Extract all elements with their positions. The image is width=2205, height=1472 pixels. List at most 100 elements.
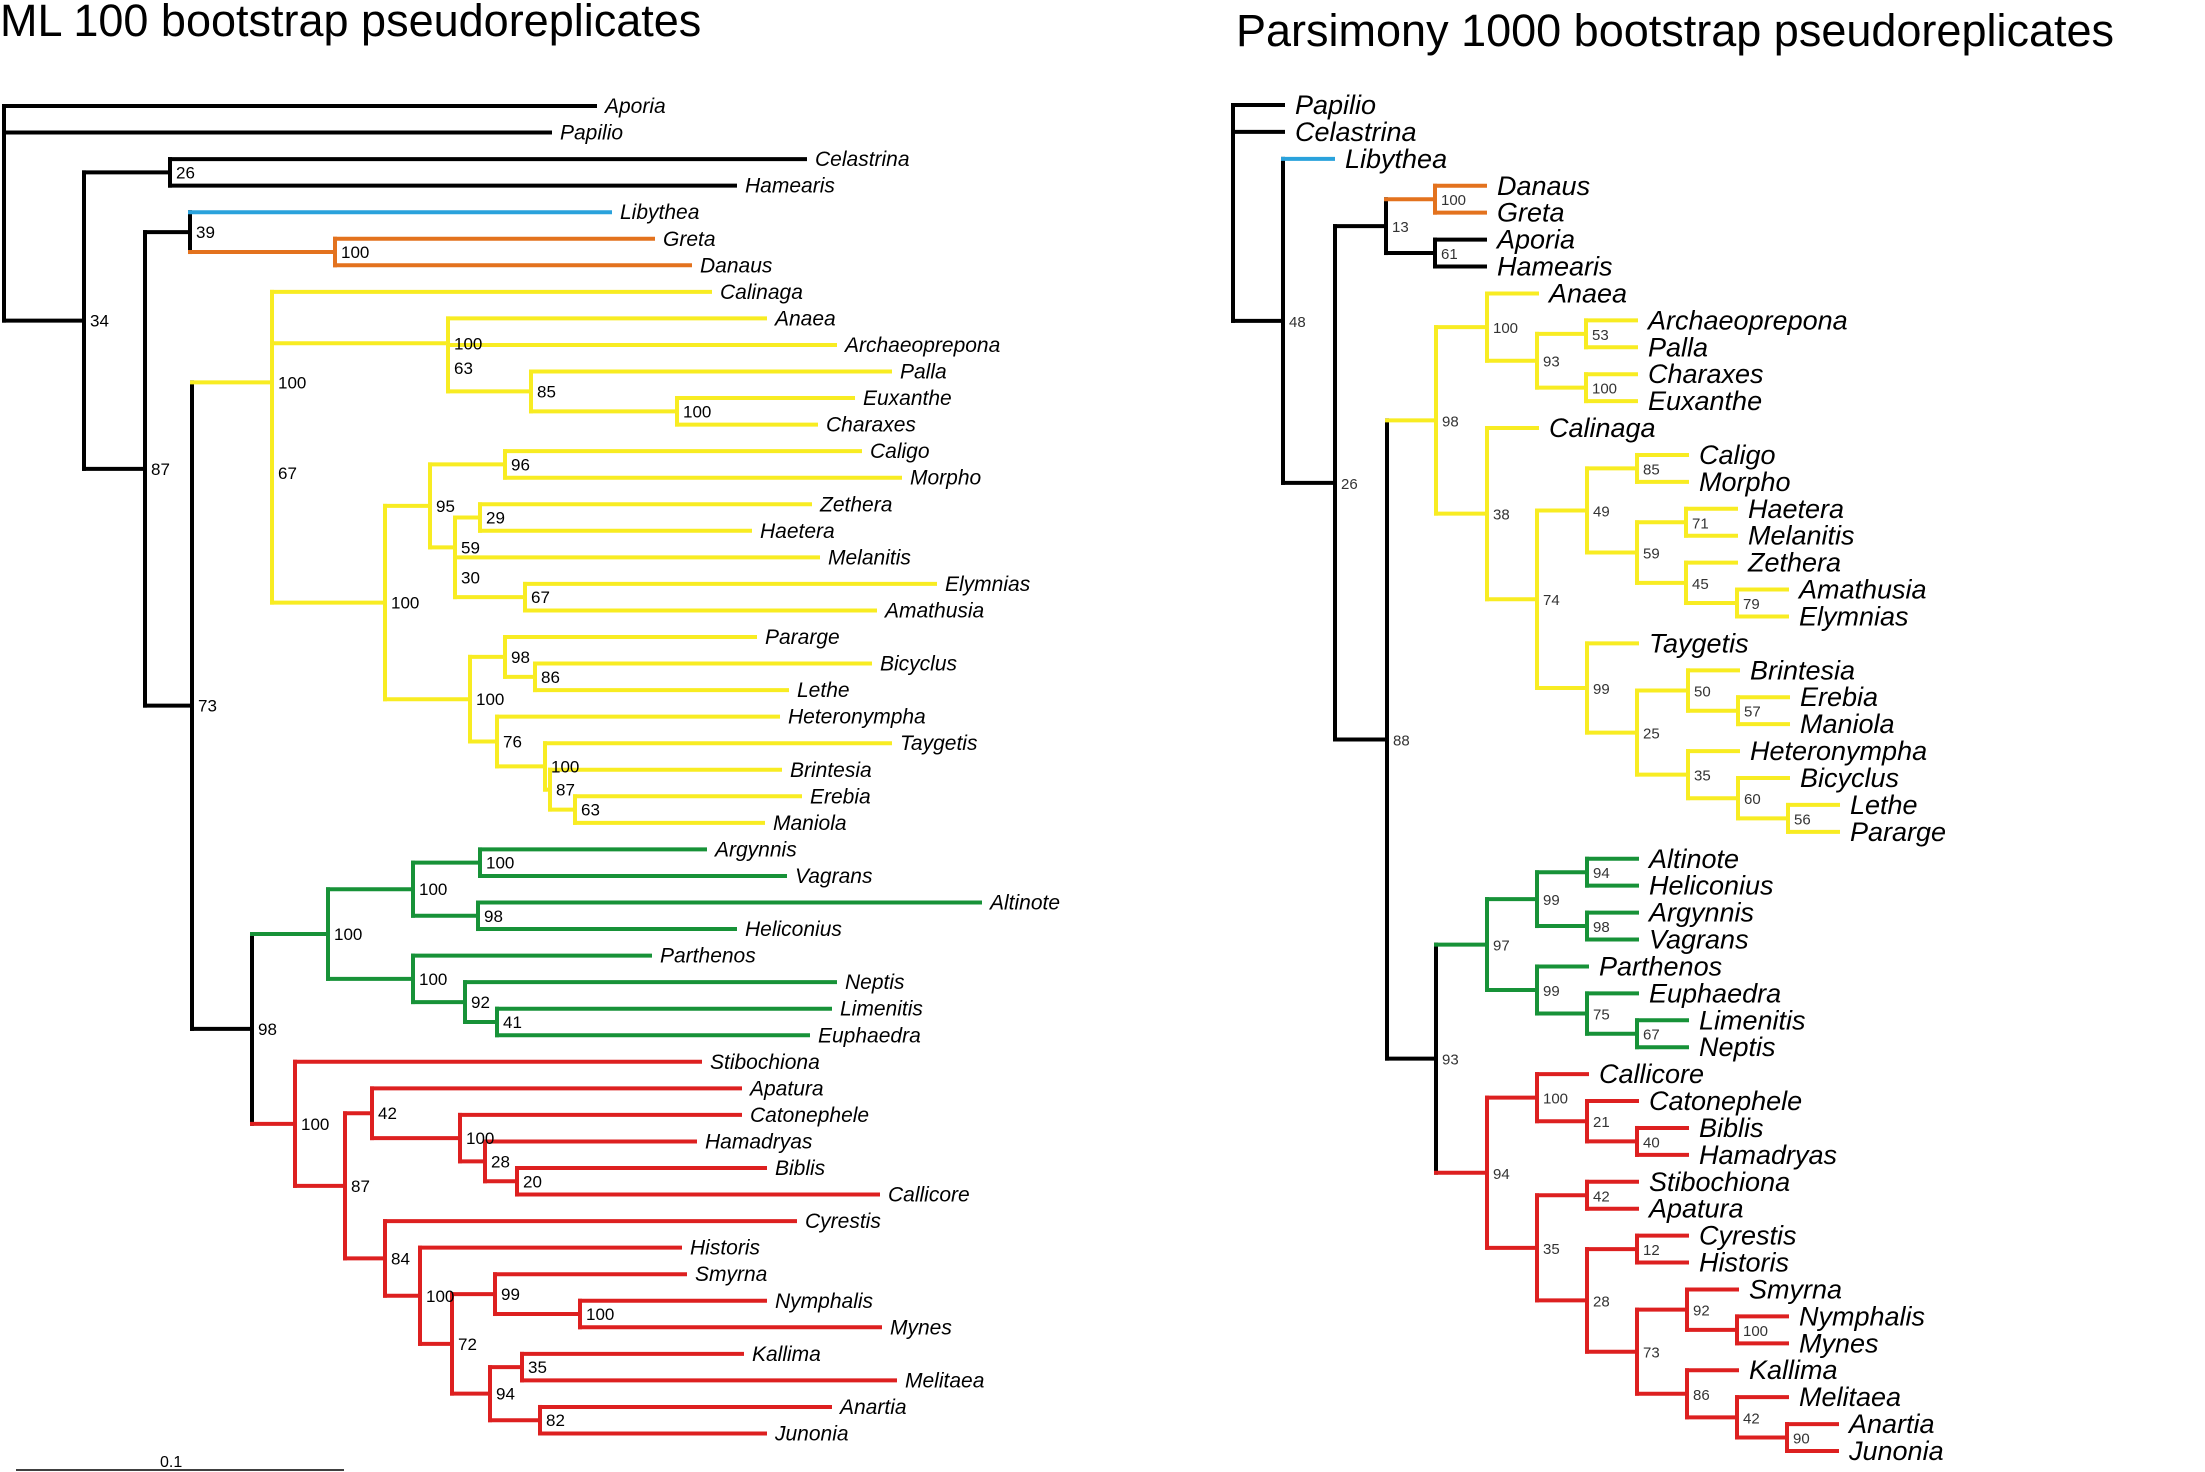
right-node-r-kmaj: 86: [1685, 1368, 1739, 1420]
right-bootstrap-r-ah: 61: [1441, 246, 1458, 263]
left-bootstrap-n-sk: 72: [458, 1335, 477, 1354]
right-tip-argynnis: Argynnis: [1647, 898, 1754, 928]
right-tip-parthenos: Parthenos: [1599, 951, 1722, 981]
right-node-r-cbh: 21: [1585, 1099, 1639, 1144]
left-tip-brintesia: Brintesia: [790, 759, 872, 782]
left-bootstrap-n-his: 100: [426, 1287, 454, 1306]
scale-bar: 0.1: [16, 1454, 344, 1471]
right-bootstrap-r-ana: 100: [1493, 320, 1518, 337]
right-node-r-59: 59: [1635, 520, 1688, 585]
left-tip-historis: Historis: [690, 1237, 761, 1260]
left-node-n-smy: 99: [493, 1272, 687, 1317]
right-tip-callicore: Callicore: [1599, 1059, 1704, 1089]
right-bootstrap-r-99y: 99: [1593, 681, 1610, 698]
right-node-r-ah: 61: [1433, 237, 1487, 269]
right-bootstrap-r-99g: 99: [1543, 892, 1560, 909]
right-bootstrap-r-ap: 53: [1592, 327, 1609, 344]
right-tip-libythea: Libythea: [1345, 144, 1447, 174]
right-node-r-38: 38: [1485, 426, 1539, 602]
left-bootstrap-n-av: 100: [486, 854, 514, 873]
right-bootstrap-r-13: 13: [1392, 219, 1409, 236]
left-node-n-pal: 85: [529, 369, 892, 414]
left-tip-anartia: Anartia: [838, 1396, 907, 1419]
left-tip-greta: Greta: [663, 228, 716, 251]
right-tip-mynes: Mynes: [1799, 1328, 1879, 1358]
left-node-n-tay: 100: [543, 741, 892, 792]
left-tip-maniola: Maniola: [773, 812, 847, 835]
right-tip-biblis: Biblis: [1699, 1113, 1764, 1143]
left-tip-charaxes: Charaxes: [826, 414, 916, 437]
right-tip-catonephele: Catonephele: [1649, 1086, 1802, 1116]
left-bootstrap-n-lim: 100: [419, 970, 447, 989]
left-node-n-le: 41: [495, 1006, 832, 1038]
left-tip-elymnias: Elymnias: [945, 573, 1031, 596]
left-node-n-mel: 30: [453, 555, 820, 600]
left-tip-vagrans: Vagrans: [795, 865, 873, 888]
left-node-n-kal: 94: [488, 1365, 542, 1423]
right-tip-limenitis: Limenitis: [1699, 1005, 1806, 1035]
right-node-r-98y: 98: [1434, 325, 1489, 516]
left-tip-taygetis: Taygetis: [900, 732, 978, 755]
right-bootstrap-r-zae: 45: [1692, 576, 1709, 593]
left-tip-limenitis: Limenitis: [840, 998, 923, 1021]
right-tip-danaus: Danaus: [1497, 171, 1590, 201]
right-bootstrap-r-49: 49: [1593, 503, 1610, 520]
right-node-r-hm: 71: [1684, 506, 1738, 538]
right-node-r-74: 74: [1535, 508, 1589, 690]
right-bootstrap-r-sa: 42: [1593, 1188, 1610, 1205]
left-tip-heteronympha: Heteronympha: [788, 706, 926, 729]
right-node-r-ana: 100: [1485, 291, 1539, 363]
left-node-n-leth: 86: [533, 661, 872, 693]
left-tip-mynes: Mynes: [890, 1316, 952, 1339]
right-bootstrap-r-blp: 60: [1744, 791, 1761, 808]
right-tip-nymphalis: Nymphalis: [1799, 1301, 1925, 1331]
right-bootstrap-r-cm: 85: [1643, 461, 1660, 478]
right-bootstrap-r-38: 38: [1493, 507, 1510, 524]
right-tip-amathusia: Amathusia: [1797, 575, 1927, 605]
right-bootstrap-r-call: 100: [1543, 1091, 1568, 1108]
right-node-r-bh: 40: [1635, 1125, 1689, 1157]
left-bootstrap-n-nym: 87: [151, 460, 170, 479]
right-node-r-ln: 67: [1635, 1018, 1689, 1050]
right-bootstrap-r-35: 35: [1543, 1241, 1560, 1258]
right-bootstrap-r-88: 88: [1393, 733, 1410, 750]
left-tip-lethe: Lethe: [797, 679, 850, 702]
left-bootstrap-n-smy: 99: [501, 1285, 520, 1304]
left-bootstrap-n-yel: 100: [278, 373, 306, 392]
left-bootstrap-n-ere: 63: [581, 801, 600, 820]
left-tip-biblis: Biblis: [775, 1157, 826, 1180]
left-bootstrap-n-cyr: 84: [391, 1249, 410, 1268]
right-node-r-93b: 93: [1434, 942, 1489, 1175]
right-bootstrap-r-lp: 56: [1794, 811, 1811, 828]
right-tip-cyrestis: Cyrestis: [1699, 1221, 1797, 1251]
left-tip-heliconius: Heliconius: [745, 918, 842, 941]
left-node-n-hame: 26: [168, 157, 807, 188]
left-title: ML 100 bootstrap pseudoreplicates: [0, 0, 701, 46]
left-node-root: [2, 104, 597, 323]
left-bootstrap-n-nm: 100: [586, 1305, 614, 1324]
left-node-n-saty: 100: [468, 654, 507, 744]
right-bootstrap-r-hm: 71: [1692, 515, 1709, 532]
right-tip-neptis: Neptis: [1699, 1032, 1776, 1062]
right-bootstrap-r-cbh: 21: [1593, 1114, 1610, 1131]
right-tip-lethe: Lethe: [1850, 790, 1918, 820]
left-node-n-cat: 100: [458, 1112, 742, 1164]
right-node-r-73: 73: [1635, 1307, 1689, 1396]
right-node-r-13: 13: [1384, 197, 1437, 256]
right-node-r-ch: 12: [1635, 1233, 1689, 1265]
left-node-n-apa: 42: [370, 1086, 742, 1141]
right-tip-heteronympha: Heteronympha: [1750, 736, 1927, 766]
right-tip-greta: Greta: [1497, 198, 1565, 228]
right-node-r-94: 94: [1485, 1095, 1539, 1250]
right-bootstrap-r-26: 26: [1341, 476, 1358, 493]
left-node-n-par: 98: [503, 635, 757, 679]
right-bootstrap-r-48: 48: [1289, 314, 1306, 331]
left-bootstrap-n-bc: 20: [523, 1172, 542, 1191]
left-bootstrap-n-cal: 96: [511, 455, 530, 474]
right-node-r-blp: 60: [1736, 776, 1790, 821]
right-node-r-97: 97: [1485, 897, 1539, 992]
left-tip-kallima: Kallima: [752, 1343, 821, 1366]
left-tip-hamadryas: Hamadryas: [705, 1130, 813, 1153]
right-node-r-26: 26: [1333, 224, 1389, 742]
right-node-r-bem: 50: [1686, 668, 1740, 713]
